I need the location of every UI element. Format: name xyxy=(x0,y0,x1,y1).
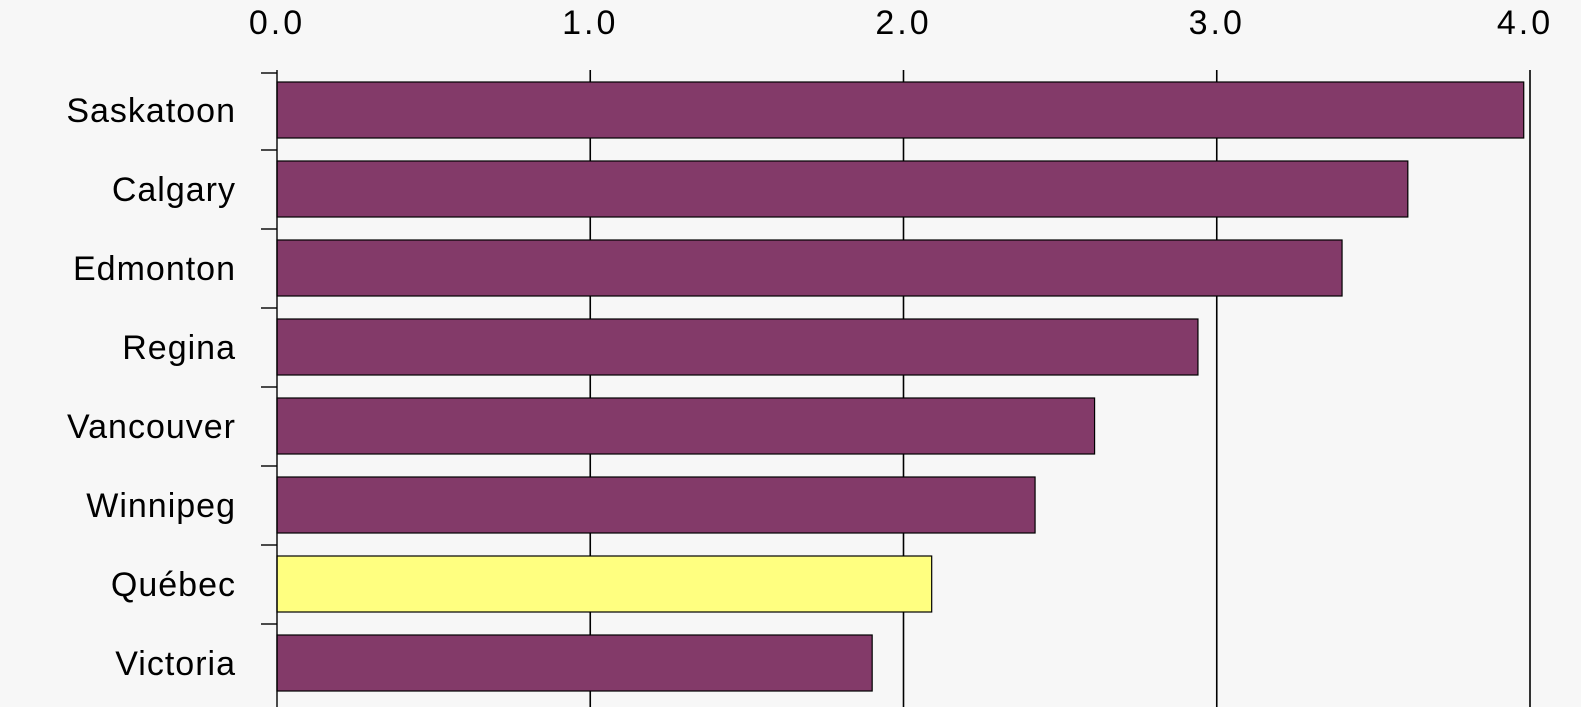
category-label: Edmonton xyxy=(73,250,236,288)
x-tick-label: 0.0 xyxy=(249,4,305,42)
category-label: Québec xyxy=(111,566,236,604)
x-tick-label: 2.0 xyxy=(875,4,931,42)
bar xyxy=(276,555,933,613)
y-axis xyxy=(261,70,278,707)
category-label: Winnipeg xyxy=(86,487,236,525)
category-labels: Saskatoon Calgary Edmonton Regina Vancouver W… xyxy=(66,92,236,683)
x-tick-label: 3.0 xyxy=(1189,4,1245,42)
category-label: Saskatoon xyxy=(66,92,236,130)
category-label: Calgary xyxy=(112,171,236,209)
x-tick-label: 4.0 xyxy=(1497,4,1553,42)
bar xyxy=(276,476,1036,534)
category-label: Victoria xyxy=(115,645,236,683)
x-tick-label: 1.0 xyxy=(562,4,618,42)
bar xyxy=(276,634,873,692)
category-label: Vancouver xyxy=(67,408,236,446)
bar xyxy=(276,239,1343,297)
bar xyxy=(276,81,1525,139)
bar xyxy=(276,160,1409,218)
bar xyxy=(276,397,1096,455)
x-tick-labels: 0.0 1.0 2.0 3.0 4.0 xyxy=(249,4,1553,42)
bar xyxy=(276,318,1199,376)
category-label: Regina xyxy=(122,329,236,367)
bars xyxy=(276,81,1525,692)
